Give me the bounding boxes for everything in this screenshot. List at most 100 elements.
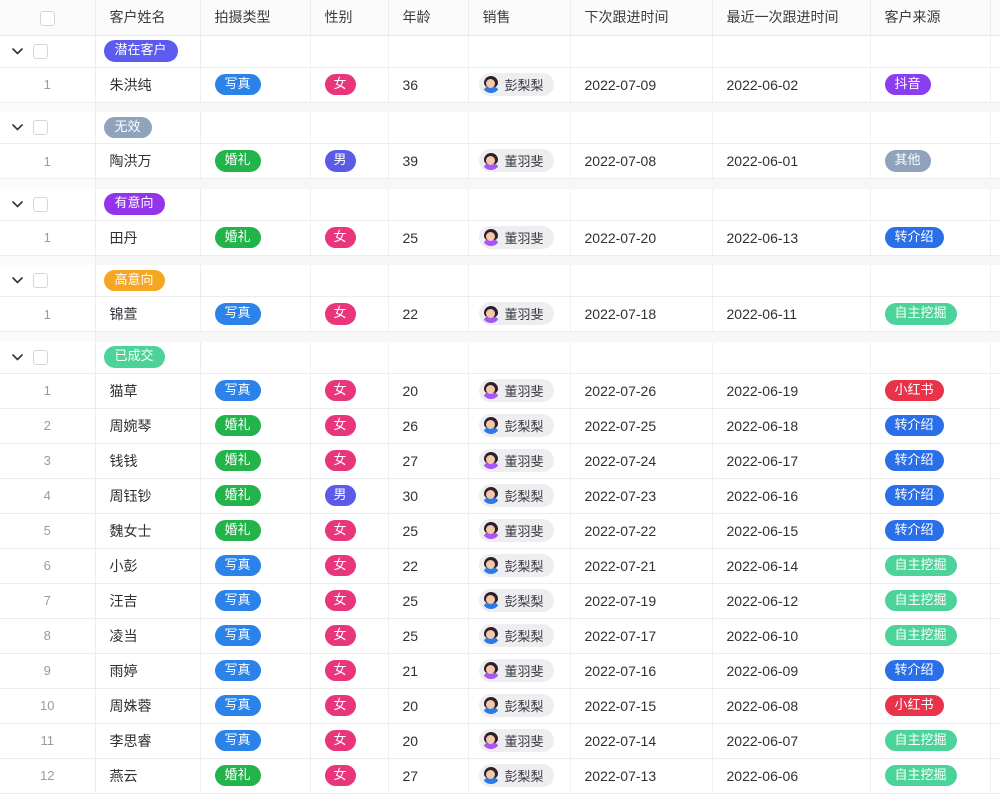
chevron-down-icon[interactable] — [10, 44, 24, 58]
cell-clipped[interactable] — [990, 478, 1000, 514]
table-row[interactable]: 9 雨婷 写真 女 21 董羽斐 2022-07-16 2022-06-09 转介绍 — [0, 653, 1000, 689]
cell-next-followup[interactable]: 2022-07-21 — [570, 548, 713, 584]
sales-chip[interactable]: 董羽斐 — [478, 149, 554, 173]
cell-customer-name[interactable]: 燕云 — [95, 758, 201, 794]
cell-clipped[interactable] — [990, 723, 1000, 759]
cell-next-followup[interactable]: 2022-07-22 — [570, 513, 713, 549]
cell-last-followup[interactable]: 2022-06-13 — [712, 220, 871, 256]
table-row[interactable]: 3 钱钱 婚礼 女 27 董羽斐 2022-07-24 2022-06-17 转介绍 — [0, 443, 1000, 479]
cell-customer-name[interactable]: 小彭 — [95, 548, 201, 584]
sales-chip[interactable]: 彭梨梨 — [478, 553, 554, 577]
cell-customer-name[interactable]: 魏女士 — [95, 513, 201, 549]
cell-gender[interactable]: 男 — [310, 478, 389, 514]
cell-shoot-type[interactable]: 婚礼 — [200, 478, 311, 514]
cell-age[interactable]: 22 — [388, 296, 469, 332]
cell-shoot-type[interactable]: 婚礼 — [200, 758, 311, 794]
cell-age[interactable]: 25 — [388, 583, 469, 619]
cell-next-followup[interactable]: 2022-07-24 — [570, 443, 713, 479]
cell-gender[interactable]: 女 — [310, 688, 389, 724]
cell-last-followup[interactable]: 2022-06-08 — [712, 688, 871, 724]
cell-source[interactable]: 转介绍 — [870, 220, 991, 256]
cell-customer-name[interactable]: 周婉琴 — [95, 408, 201, 444]
cell-clipped[interactable] — [990, 143, 1000, 179]
group-toggle-cell[interactable] — [0, 112, 96, 144]
sales-chip[interactable]: 彭梨梨 — [478, 693, 554, 717]
cell-shoot-type[interactable]: 写真 — [200, 373, 311, 409]
cell-last-followup[interactable]: 2022-06-16 — [712, 478, 871, 514]
group-toggle-cell[interactable] — [0, 188, 96, 221]
cell-sales[interactable]: 彭梨梨 — [468, 548, 571, 584]
cell-last-followup[interactable]: 2022-06-12 — [712, 583, 871, 619]
cell-source[interactable]: 自主挖掘 — [870, 583, 991, 619]
cell-sales[interactable]: 董羽斐 — [468, 143, 571, 179]
table-row[interactable]: 8 凌当 写真 女 25 彭梨梨 2022-07-17 2022-06-10 自主挖掘 — [0, 618, 1000, 654]
cell-clipped[interactable] — [990, 373, 1000, 409]
group-select-checkbox[interactable] — [33, 120, 48, 135]
cell-sales[interactable]: 董羽斐 — [468, 296, 571, 332]
cell-gender[interactable]: 女 — [310, 513, 389, 549]
cell-age[interactable]: 21 — [388, 653, 469, 689]
cell-gender[interactable]: 女 — [310, 220, 389, 256]
cell-customer-name[interactable]: 周姝蓉 — [95, 688, 201, 724]
cell-clipped[interactable] — [990, 653, 1000, 689]
cell-sales[interactable]: 彭梨梨 — [468, 478, 571, 514]
cell-clipped[interactable] — [990, 583, 1000, 619]
cell-customer-name[interactable]: 田丹 — [95, 220, 201, 256]
table-row[interactable]: 5 魏女士 婚礼 女 25 董羽斐 2022-07-22 2022-06-15 转介绍 — [0, 513, 1000, 549]
cell-sales[interactable]: 彭梨梨 — [468, 688, 571, 724]
column-header-age[interactable]: 年龄 — [388, 0, 469, 36]
chevron-down-icon[interactable] — [10, 197, 24, 211]
cell-last-followup[interactable]: 2022-06-09 — [712, 653, 871, 689]
column-header-next-followup[interactable]: 下次跟进时间 — [570, 0, 713, 36]
cell-last-followup[interactable]: 2022-06-17 — [712, 443, 871, 479]
cell-clipped[interactable] — [990, 296, 1000, 332]
cell-next-followup[interactable]: 2022-07-15 — [570, 688, 713, 724]
cell-last-followup[interactable]: 2022-06-14 — [712, 548, 871, 584]
column-header-name[interactable]: 客户姓名 — [95, 0, 201, 36]
cell-customer-name[interactable]: 雨婷 — [95, 653, 201, 689]
cell-clipped[interactable] — [990, 548, 1000, 584]
cell-source[interactable]: 转介绍 — [870, 478, 991, 514]
cell-age[interactable]: 30 — [388, 478, 469, 514]
cell-gender[interactable]: 女 — [310, 67, 389, 103]
table-row[interactable]: 12 燕云 婚礼 女 27 彭梨梨 2022-07-13 2022-06-06 自主挖掘 — [0, 758, 1000, 794]
table-row[interactable]: 1 陶洪万 婚礼 男 39 董羽斐 2022-07-08 2022-06-01 其他 — [0, 143, 1000, 179]
cell-gender[interactable]: 女 — [310, 443, 389, 479]
cell-last-followup[interactable]: 2022-06-10 — [712, 618, 871, 654]
cell-customer-name[interactable]: 周钰钞 — [95, 478, 201, 514]
cell-source[interactable]: 小红书 — [870, 688, 991, 724]
group-toggle-cell[interactable] — [0, 341, 96, 374]
cell-shoot-type[interactable]: 写真 — [200, 688, 311, 724]
cell-age[interactable]: 20 — [388, 688, 469, 724]
cell-last-followup[interactable]: 2022-06-02 — [712, 67, 871, 103]
cell-last-followup[interactable]: 2022-06-01 — [712, 143, 871, 179]
cell-shoot-type[interactable]: 婚礼 — [200, 513, 311, 549]
cell-customer-name[interactable]: 李思睿 — [95, 723, 201, 759]
cell-source[interactable]: 自主挖掘 — [870, 296, 991, 332]
table-row[interactable]: 6 小彭 写真 女 22 彭梨梨 2022-07-21 2022-06-14 自主挖掘 — [0, 548, 1000, 584]
cell-sales[interactable]: 董羽斐 — [468, 220, 571, 256]
cell-clipped[interactable] — [990, 618, 1000, 654]
table-row[interactable]: 10 周姝蓉 写真 女 20 彭梨梨 2022-07-15 2022-06-08 小红书 — [0, 688, 1000, 724]
cell-age[interactable]: 20 — [388, 373, 469, 409]
group-toggle-cell[interactable] — [0, 35, 96, 68]
cell-next-followup[interactable]: 2022-07-25 — [570, 408, 713, 444]
column-header-shoot-type[interactable]: 拍摄类型 — [200, 0, 311, 36]
cell-last-followup[interactable]: 2022-06-11 — [712, 296, 871, 332]
cell-gender[interactable]: 女 — [310, 583, 389, 619]
cell-last-followup[interactable]: 2022-06-15 — [712, 513, 871, 549]
sales-chip[interactable]: 董羽斐 — [478, 378, 554, 402]
cell-age[interactable]: 39 — [388, 143, 469, 179]
cell-clipped[interactable] — [990, 67, 1000, 103]
cell-gender[interactable]: 女 — [310, 408, 389, 444]
sales-chip[interactable]: 董羽斐 — [478, 518, 554, 542]
group-select-checkbox[interactable] — [33, 196, 48, 212]
table-row[interactable]: 11 李思睿 写真 女 20 董羽斐 2022-07-14 2022-06-07 自主挖掘 — [0, 723, 1000, 759]
table-row[interactable]: 7 汪吉 写真 女 25 彭梨梨 2022-07-19 2022-06-12 自主挖掘 — [0, 583, 1000, 619]
cell-shoot-type[interactable]: 婚礼 — [200, 220, 311, 256]
cell-source[interactable]: 小红书 — [870, 373, 991, 409]
chevron-down-icon[interactable] — [10, 121, 24, 135]
sales-chip[interactable]: 彭梨梨 — [478, 623, 554, 647]
cell-source[interactable]: 转介绍 — [870, 653, 991, 689]
cell-gender[interactable]: 女 — [310, 618, 389, 654]
